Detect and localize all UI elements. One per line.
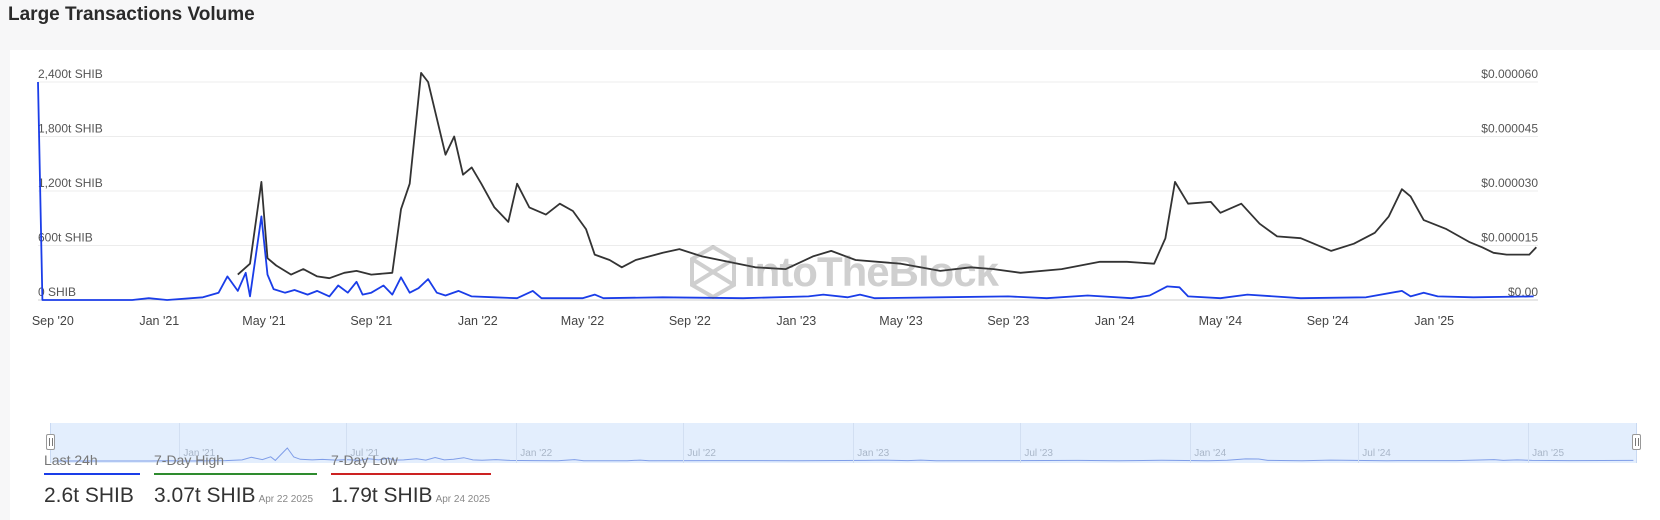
volume-series-line <box>37 81 1534 301</box>
x-tick-label: May '24 <box>1199 314 1242 328</box>
stat-last-24h-line <box>44 473 140 475</box>
stat-7day-high-value: 3.07t SHIB <box>154 484 256 507</box>
y-right-tick-label: $0.000015 <box>1481 231 1538 245</box>
navigator-separator <box>683 423 685 463</box>
navigator-right-handle[interactable] <box>1632 434 1641 450</box>
navigator-left-handle[interactable] <box>46 434 55 450</box>
y-right-tick-label: $0.00 <box>1508 285 1538 299</box>
navigator-label: Jul '24 <box>1362 448 1391 459</box>
navigator-label: Jul '22 <box>687 448 716 459</box>
navigator-label: Jul '21 <box>350 448 380 459</box>
navigator-separator <box>516 423 518 463</box>
stat-7day-low-value: 1.79t SHIB <box>331 484 433 507</box>
stat-7day-high-label: 7-Day High <box>154 452 225 468</box>
range-navigator[interactable]: Jan '21 Jul '21 Jan '22 Jul '22 Jan '23 Jul '… <box>46 423 1641 463</box>
chart-svg[interactable]: 0 SHIB $0.00 600t SHIB $0.000015 1,200t SHIB… <box>10 50 1660 520</box>
y-left-tick-label: 0 SHIB <box>38 285 76 299</box>
y-right-tick-label: $0.000045 <box>1481 122 1538 136</box>
stat-7day-low-date: Apr 24 2025 <box>435 494 491 505</box>
navigator-separator <box>1020 423 1022 463</box>
y-right-tick-label: $0.000030 <box>1481 176 1538 190</box>
watermark: IntoTheBlock <box>690 245 999 299</box>
x-tick-label: Jan '22 <box>458 314 498 328</box>
stat-7day-low-line <box>331 473 491 475</box>
y-left-tick-label: 1,800t SHIB <box>38 122 103 136</box>
navigator-label: Jul '23 <box>1024 448 1053 459</box>
navigator-separator <box>179 423 181 463</box>
navigator-separator <box>1358 423 1360 463</box>
navigator-separator <box>346 423 348 463</box>
stat-last-24h-label: Last 24h <box>44 452 98 468</box>
navigator-series-svg <box>55 447 1634 462</box>
x-tick-label: Jan '24 <box>1095 314 1135 328</box>
navigator-separator <box>1190 423 1192 463</box>
x-tick-label: May '23 <box>879 314 922 328</box>
stat-7day-low: 7-Day Low 1.79t SHIB Apr 24 2025 <box>331 452 491 508</box>
navigator-label: Jan '22 <box>520 448 553 459</box>
intotheblock-logo-icon <box>690 245 736 299</box>
y-left-tick-label: 2,400t SHIB <box>38 67 103 81</box>
chart-card: 0 SHIB $0.00 600t SHIB $0.000015 1,200t SHIB… <box>10 50 1660 520</box>
x-tick-label: Sep '20 <box>32 314 74 328</box>
y-left-tick-label: 1,200t SHIB <box>38 176 103 190</box>
stat-last-24h-value: 2.6t SHIB <box>44 484 134 507</box>
x-tick-label: Jan '25 <box>1414 314 1454 328</box>
stat-7day-high: 7-Day High 3.07t SHIB Apr 22 2025 <box>154 452 317 508</box>
x-tick-label: Sep '22 <box>669 314 711 328</box>
stat-7day-high-date: Apr 22 2025 <box>258 494 314 505</box>
navigator-label: Jan '21 <box>183 448 216 459</box>
x-tick-label: May '21 <box>242 314 285 328</box>
navigator-separator <box>853 423 855 463</box>
watermark-text: IntoTheBlock <box>744 248 999 295</box>
x-tick-label: Sep '24 <box>1307 314 1349 328</box>
navigator-separator <box>1528 423 1530 463</box>
y-left-tick-label: 600t SHIB <box>38 231 93 245</box>
navigator-label: Jan '25 <box>1532 448 1565 459</box>
x-tick-label: Jan '21 <box>139 314 179 328</box>
stat-7day-high-line <box>154 473 317 475</box>
y-right-tick-label: $0.000060 <box>1481 67 1538 81</box>
x-tick-label: Sep '23 <box>987 314 1029 328</box>
price-series-line <box>237 72 1537 280</box>
stat-7day-low-label: 7-Day Low <box>331 452 398 468</box>
x-tick-label: May '22 <box>561 314 604 328</box>
navigator-label: Jan '24 <box>1194 448 1227 459</box>
stat-last-24h: Last 24h 2.6t SHIB <box>44 452 140 508</box>
navigator-label: Jan '23 <box>857 448 890 459</box>
stats-summary: Last 24h 2.6t SHIB 7-Day High 3.07t SHIB… <box>44 452 491 508</box>
page-title: Large Transactions Volume <box>8 4 255 25</box>
x-tick-label: Sep '21 <box>350 314 392 328</box>
navigator-volume-line <box>55 447 1634 462</box>
x-tick-label: Jan '23 <box>776 314 816 328</box>
